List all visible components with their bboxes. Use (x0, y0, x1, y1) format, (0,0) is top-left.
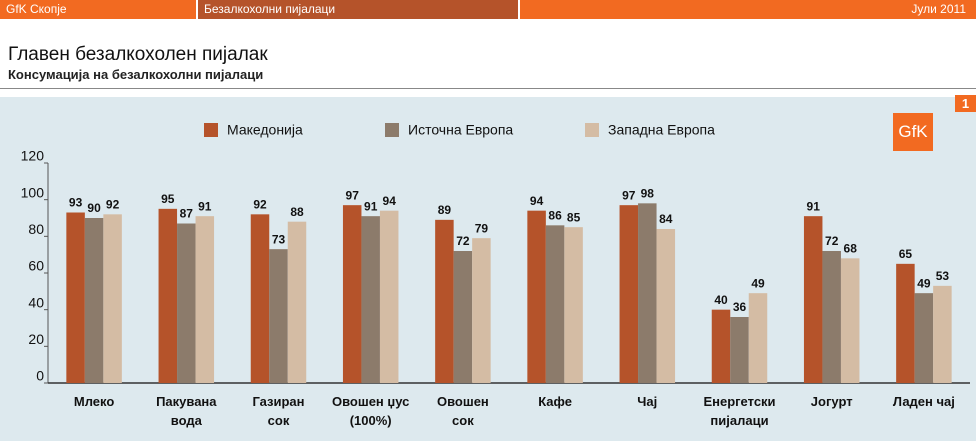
x-tick-label: Енергетски пијалаци (703, 394, 776, 428)
y-tick-label: 120 (21, 148, 45, 164)
value-label: 91 (807, 199, 821, 213)
bar (177, 223, 196, 383)
value-label: 90 (87, 201, 101, 215)
y-tick-label: 0 (36, 368, 44, 384)
bar (287, 221, 307, 383)
value-label: 49 (917, 276, 931, 290)
header-left: GfK Скопје (0, 0, 196, 19)
divider (0, 88, 976, 89)
header-center: Безалкохолни пијалаци (198, 0, 518, 19)
title: Главен безалкохолен пијалак (8, 44, 268, 65)
value-label: 94 (530, 194, 544, 208)
y-tick-label: 40 (28, 294, 44, 310)
y-tick-label: 80 (28, 221, 44, 237)
x-tick-label: Газиран сок (252, 394, 305, 428)
bar (379, 210, 399, 383)
bar (472, 238, 491, 383)
value-label: 97 (622, 188, 636, 202)
bar (66, 212, 85, 383)
value-label: 84 (659, 212, 673, 226)
value-label: 92 (106, 198, 120, 212)
header-right: Јули 2011 (520, 0, 976, 19)
value-label: 79 (475, 221, 489, 235)
bar (803, 216, 823, 383)
bar (730, 317, 749, 383)
page-number: 1 (955, 95, 976, 112)
value-label: 73 (272, 232, 286, 246)
bar (342, 205, 362, 383)
bar (711, 309, 731, 383)
value-label: 72 (456, 234, 470, 248)
value-label: 72 (825, 234, 839, 248)
x-tick-label: Чај (637, 394, 658, 409)
x-tick-label: Овошен џус (100%) (331, 394, 410, 428)
value-label: 88 (290, 205, 304, 219)
value-label: 36 (733, 300, 747, 314)
bar (564, 227, 583, 383)
bar (840, 258, 860, 383)
value-label: 85 (567, 210, 581, 224)
y-tick-label: 100 (21, 184, 45, 200)
legend-swatch (585, 123, 599, 137)
x-tick-label: Кафе (538, 394, 572, 409)
bar (896, 263, 915, 383)
legend-label: Западна Европа (608, 122, 715, 138)
bar (195, 216, 215, 383)
bar (619, 205, 639, 383)
bar (933, 285, 952, 383)
value-label: 53 (936, 269, 950, 283)
value-label: 92 (253, 198, 267, 212)
bar (453, 251, 473, 383)
value-label: 86 (548, 209, 562, 223)
value-label: 95 (161, 192, 175, 206)
legend-swatch (204, 123, 218, 137)
logo: GfK (893, 113, 933, 151)
value-label: 91 (364, 199, 378, 213)
legend-label: Источна Европа (408, 122, 513, 138)
bar (822, 251, 841, 383)
legend-label: Македонија (227, 122, 303, 138)
y-tick-label: 20 (28, 331, 44, 347)
bar (435, 219, 454, 383)
value-label: 98 (641, 187, 655, 201)
bar (527, 210, 546, 383)
subtitle: Консумација на безалкохолни пијалаци (8, 67, 264, 82)
value-label: 89 (438, 203, 452, 217)
value-label: 40 (714, 293, 728, 307)
value-label: 87 (180, 207, 194, 221)
bar (269, 249, 288, 383)
bar (158, 208, 178, 383)
legend-swatch (385, 123, 399, 137)
value-label: 68 (844, 242, 858, 256)
value-label: 97 (346, 188, 360, 202)
y-tick-label: 60 (28, 258, 44, 274)
bar (361, 216, 380, 383)
bar (545, 225, 565, 383)
bar (656, 229, 676, 383)
x-tick-label: Јогурт (810, 394, 853, 409)
bar (84, 218, 104, 383)
value-label: 94 (383, 194, 397, 208)
bar (748, 293, 768, 383)
value-label: 65 (899, 247, 913, 261)
value-label: 49 (751, 276, 765, 290)
x-tick-label: Ладен чај (892, 394, 955, 409)
value-label: 93 (69, 196, 83, 210)
bar (914, 293, 934, 383)
value-label: 91 (198, 199, 212, 213)
bar (103, 214, 122, 383)
x-tick-label: Млеко (73, 394, 115, 409)
bar (250, 214, 270, 383)
x-tick-label: Овошен сок (436, 394, 489, 428)
bar (638, 203, 657, 383)
x-tick-label: Пакувана вода (156, 394, 217, 428)
